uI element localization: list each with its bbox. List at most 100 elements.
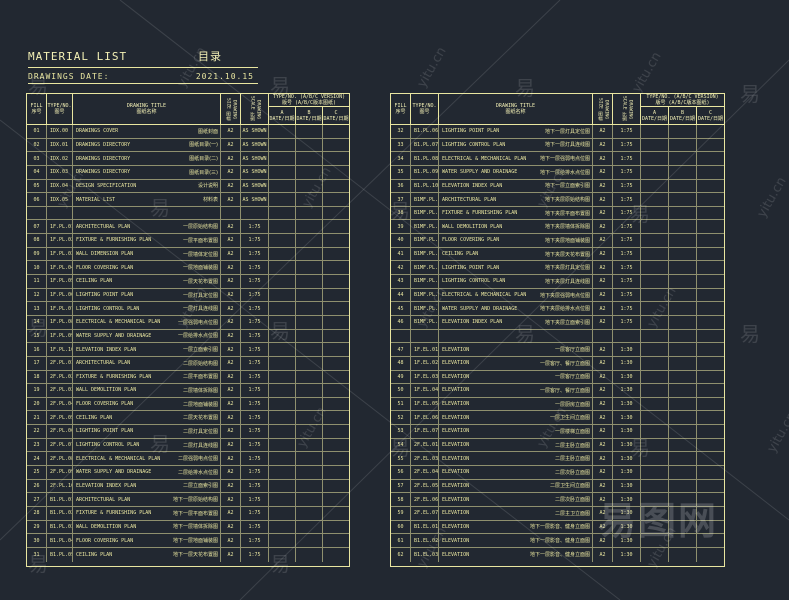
col-no-header: FILL 序号 — [391, 94, 411, 124]
drawing-title: FLOOR COVERING PLAN 地下一层地面铺装图 — [73, 534, 221, 547]
drawing-title: LIGHTING POINT PLAN 二层灯具定位图 — [73, 425, 221, 438]
drawing-scale: AS SHOWN — [241, 125, 269, 138]
row-number: 05 — [27, 179, 47, 193]
drawing-title-cn: 二层强弱电点位图 — [177, 456, 218, 463]
revision-b — [669, 466, 697, 479]
drawing-title: ELECTRICAL & MECHANICAL PLAN 二层强弱电点位图 — [73, 452, 221, 466]
drawing-title: ELEVATION 一层楼梯立面图 — [439, 425, 593, 438]
drawing-title: ELEVATION INDEX PLAN 地下夹层立面索引图 — [439, 315, 593, 329]
drawing-title-en: MATERIAL LIST — [76, 196, 116, 203]
drawing-size: A2 — [221, 547, 241, 562]
drawing-title-en: ELEVATION INDEX PLAN — [442, 182, 503, 189]
drawing-title: ELEVATION 二层次卧立面图 — [439, 466, 593, 479]
drawing-scale: 1:30 — [613, 356, 641, 370]
revision-b — [296, 152, 323, 165]
drawing-title: ELEVATION INDEX PLAN 二层立面索引图 — [73, 479, 221, 493]
revision-a — [269, 220, 296, 234]
drawing-code: 1F.PL.05 — [47, 275, 73, 288]
drawing-scale: 1:30 — [613, 534, 641, 547]
drawing-scale: 1:75 — [613, 179, 641, 193]
drawing-title-en: ELEVATION — [442, 428, 470, 435]
drawing-title-cn: 地下一层立面索引图 — [544, 183, 590, 190]
table-row: 49 1F.EL.03 ELEVATION 一层客厅立面图 A2 1:30 — [391, 370, 724, 385]
row-number: 34 — [391, 152, 411, 165]
table-row: 10 1F.PL.04 FLOOR COVERING PLAN 一层地面铺装图 A2 1:… — [27, 261, 349, 276]
table-row: 09 1F.PL.03 WALL DIMENSION PLAN 一层墙体定位图 A2 1:… — [27, 247, 349, 262]
drawing-scale: AS SHOWN — [241, 165, 269, 179]
revision-b — [296, 288, 323, 302]
table-row: 02 IDX.01 DRAWINGS DIRECTORY 图纸目录(一) A2 AS SH… — [27, 138, 349, 153]
table-row: 54 2F.EL.01 ELEVATION 二层主卧立面图 A2 1:30 — [391, 438, 724, 453]
table-row: 36 B1.PL.10 ELEVATION INDEX PLAN 地下一层立面索引图 A… — [391, 179, 724, 194]
row-number: 15 — [27, 329, 47, 343]
drawing-scale: 1:75 — [241, 506, 269, 520]
drawing-title-cn: 二层给排水点位图 — [177, 469, 218, 476]
revision-a — [641, 397, 669, 411]
revision-b — [669, 234, 697, 247]
drawing-size: A2 — [593, 206, 613, 220]
drawing-size: A2 — [593, 179, 613, 193]
revision-a — [269, 165, 296, 179]
revision-a — [269, 534, 296, 547]
drawing-size: A2 — [593, 397, 613, 411]
row-number: 27 — [27, 493, 47, 506]
drawing-title: ELEVATION 一层厨房立面图 — [439, 397, 593, 411]
table-row: 20 2F.PL.04 FLOOR COVERING PLAN 二层地面铺装图 A2 1:… — [27, 397, 349, 412]
drawing-scale: 1:30 — [613, 384, 641, 397]
table-row: 08 1F.PL.02 FIXTURE & FURNISHING PLAN 一层平面布… — [27, 234, 349, 248]
drawing-title-en: WATER SUPPLY AND DRAINAGE — [76, 469, 152, 476]
drawing-scale: 1:75 — [613, 165, 641, 179]
drawing-title-cn: 二层主卧立面图 — [554, 442, 590, 449]
drawing-scale: 1:75 — [613, 315, 641, 329]
drawing-title-cn: 二层立面索引图 — [182, 483, 218, 490]
row-number: 04 — [27, 165, 47, 179]
drawing-scale: 1:75 — [613, 193, 641, 206]
table-row: 11 1F.PL.05 CEILING PLAN 一层天花布置图 A2 1:75 — [27, 275, 349, 289]
drawing-code: B1.EL.01 — [411, 520, 439, 534]
revision-a — [641, 220, 669, 234]
revision-b — [296, 234, 323, 247]
table-row: 01 IDX.00 DRAWINGS COVER 图纸封面 A2 AS SHOWN — [27, 125, 349, 139]
drawing-size: A2 — [221, 384, 241, 397]
revision-b — [669, 288, 697, 302]
drawing-title: FIXTURE & FURNISHING PLAN 一层平面布置图 — [73, 234, 221, 247]
row-number: 61 — [391, 534, 411, 547]
table-row: 58 2F.EL.06 ELEVATION 二层次卧立面图 A2 1:30 — [391, 493, 724, 507]
table-row: 23 2F.PL.07 LIGHTING CONTROL PLAN 二层灯具连线图 A2… — [27, 438, 349, 453]
row-number: 24 — [27, 452, 47, 466]
drawing-title: LIGHTING POINT PLAN 地下夹层灯具定位图 — [439, 261, 593, 275]
revision-a — [641, 547, 669, 562]
drawing-size: A2 — [221, 220, 241, 234]
drawing-title-en: DRAWINGS DIRECTORY — [76, 141, 131, 148]
drawing-scale: 1:30 — [613, 466, 641, 479]
table-row: 48 1F.EL.02 ELEVATION 一层客厅、餐厅立面图 A2 1:30 — [391, 356, 724, 371]
drawing-scale: 1:75 — [613, 125, 641, 138]
col-code-header: TYPE/NO. 图号 — [47, 94, 73, 124]
revision-b — [669, 206, 697, 220]
drawing-title-cn: 地下一层影音、健身立面图 — [529, 538, 590, 545]
table-row: 22 2F.PL.06 LIGHTING POINT PLAN 二层灯具定位图 A2 1:… — [27, 425, 349, 439]
revision-a — [269, 234, 296, 247]
drawing-size: A2 — [593, 288, 613, 302]
table-row: 25 2F.PL.09 WATER SUPPLY AND DRAINAGE 二层给排水… — [27, 466, 349, 480]
row-number — [27, 206, 47, 220]
drawing-title-en: LIGHTING CONTROL PLAN — [442, 141, 506, 148]
drawing-code: B1MF.PL.08 — [411, 288, 439, 302]
drawing-size: A2 — [221, 506, 241, 520]
drawing-title-en: FIXTURE & FURNISHING PLAN — [76, 237, 152, 244]
revision-b — [669, 275, 697, 288]
drawing-title: ELEVATION 二层次卧立面图 — [439, 493, 593, 506]
drawing-title: ARCHITECTURAL PLAN 地下一层原始结构图 — [73, 493, 221, 506]
drawing-code: B1.PL.10 — [411, 179, 439, 193]
table-row: 24 2F.PL.08 ELECTRICAL & MECHANICAL PLAN 二层… — [27, 452, 349, 467]
drawing-title-en: ELEVATION — [442, 360, 470, 367]
drawing-code: 2F.PL.08 — [47, 452, 73, 466]
revision-a — [641, 234, 669, 247]
revision-a — [269, 193, 296, 206]
drawing-title-cn: 地下夹层灯具连线图 — [544, 278, 590, 285]
drawing-title: WALL DEMOLITION PLAN 地下一层墙体拆除图 — [73, 520, 221, 534]
drawing-code: 1F.PL.10 — [47, 343, 73, 356]
row-number: 31 — [27, 547, 47, 562]
table-row: 15 1F.PL.09 WATER SUPPLY AND DRAINAGE 一层给排水… — [27, 329, 349, 344]
